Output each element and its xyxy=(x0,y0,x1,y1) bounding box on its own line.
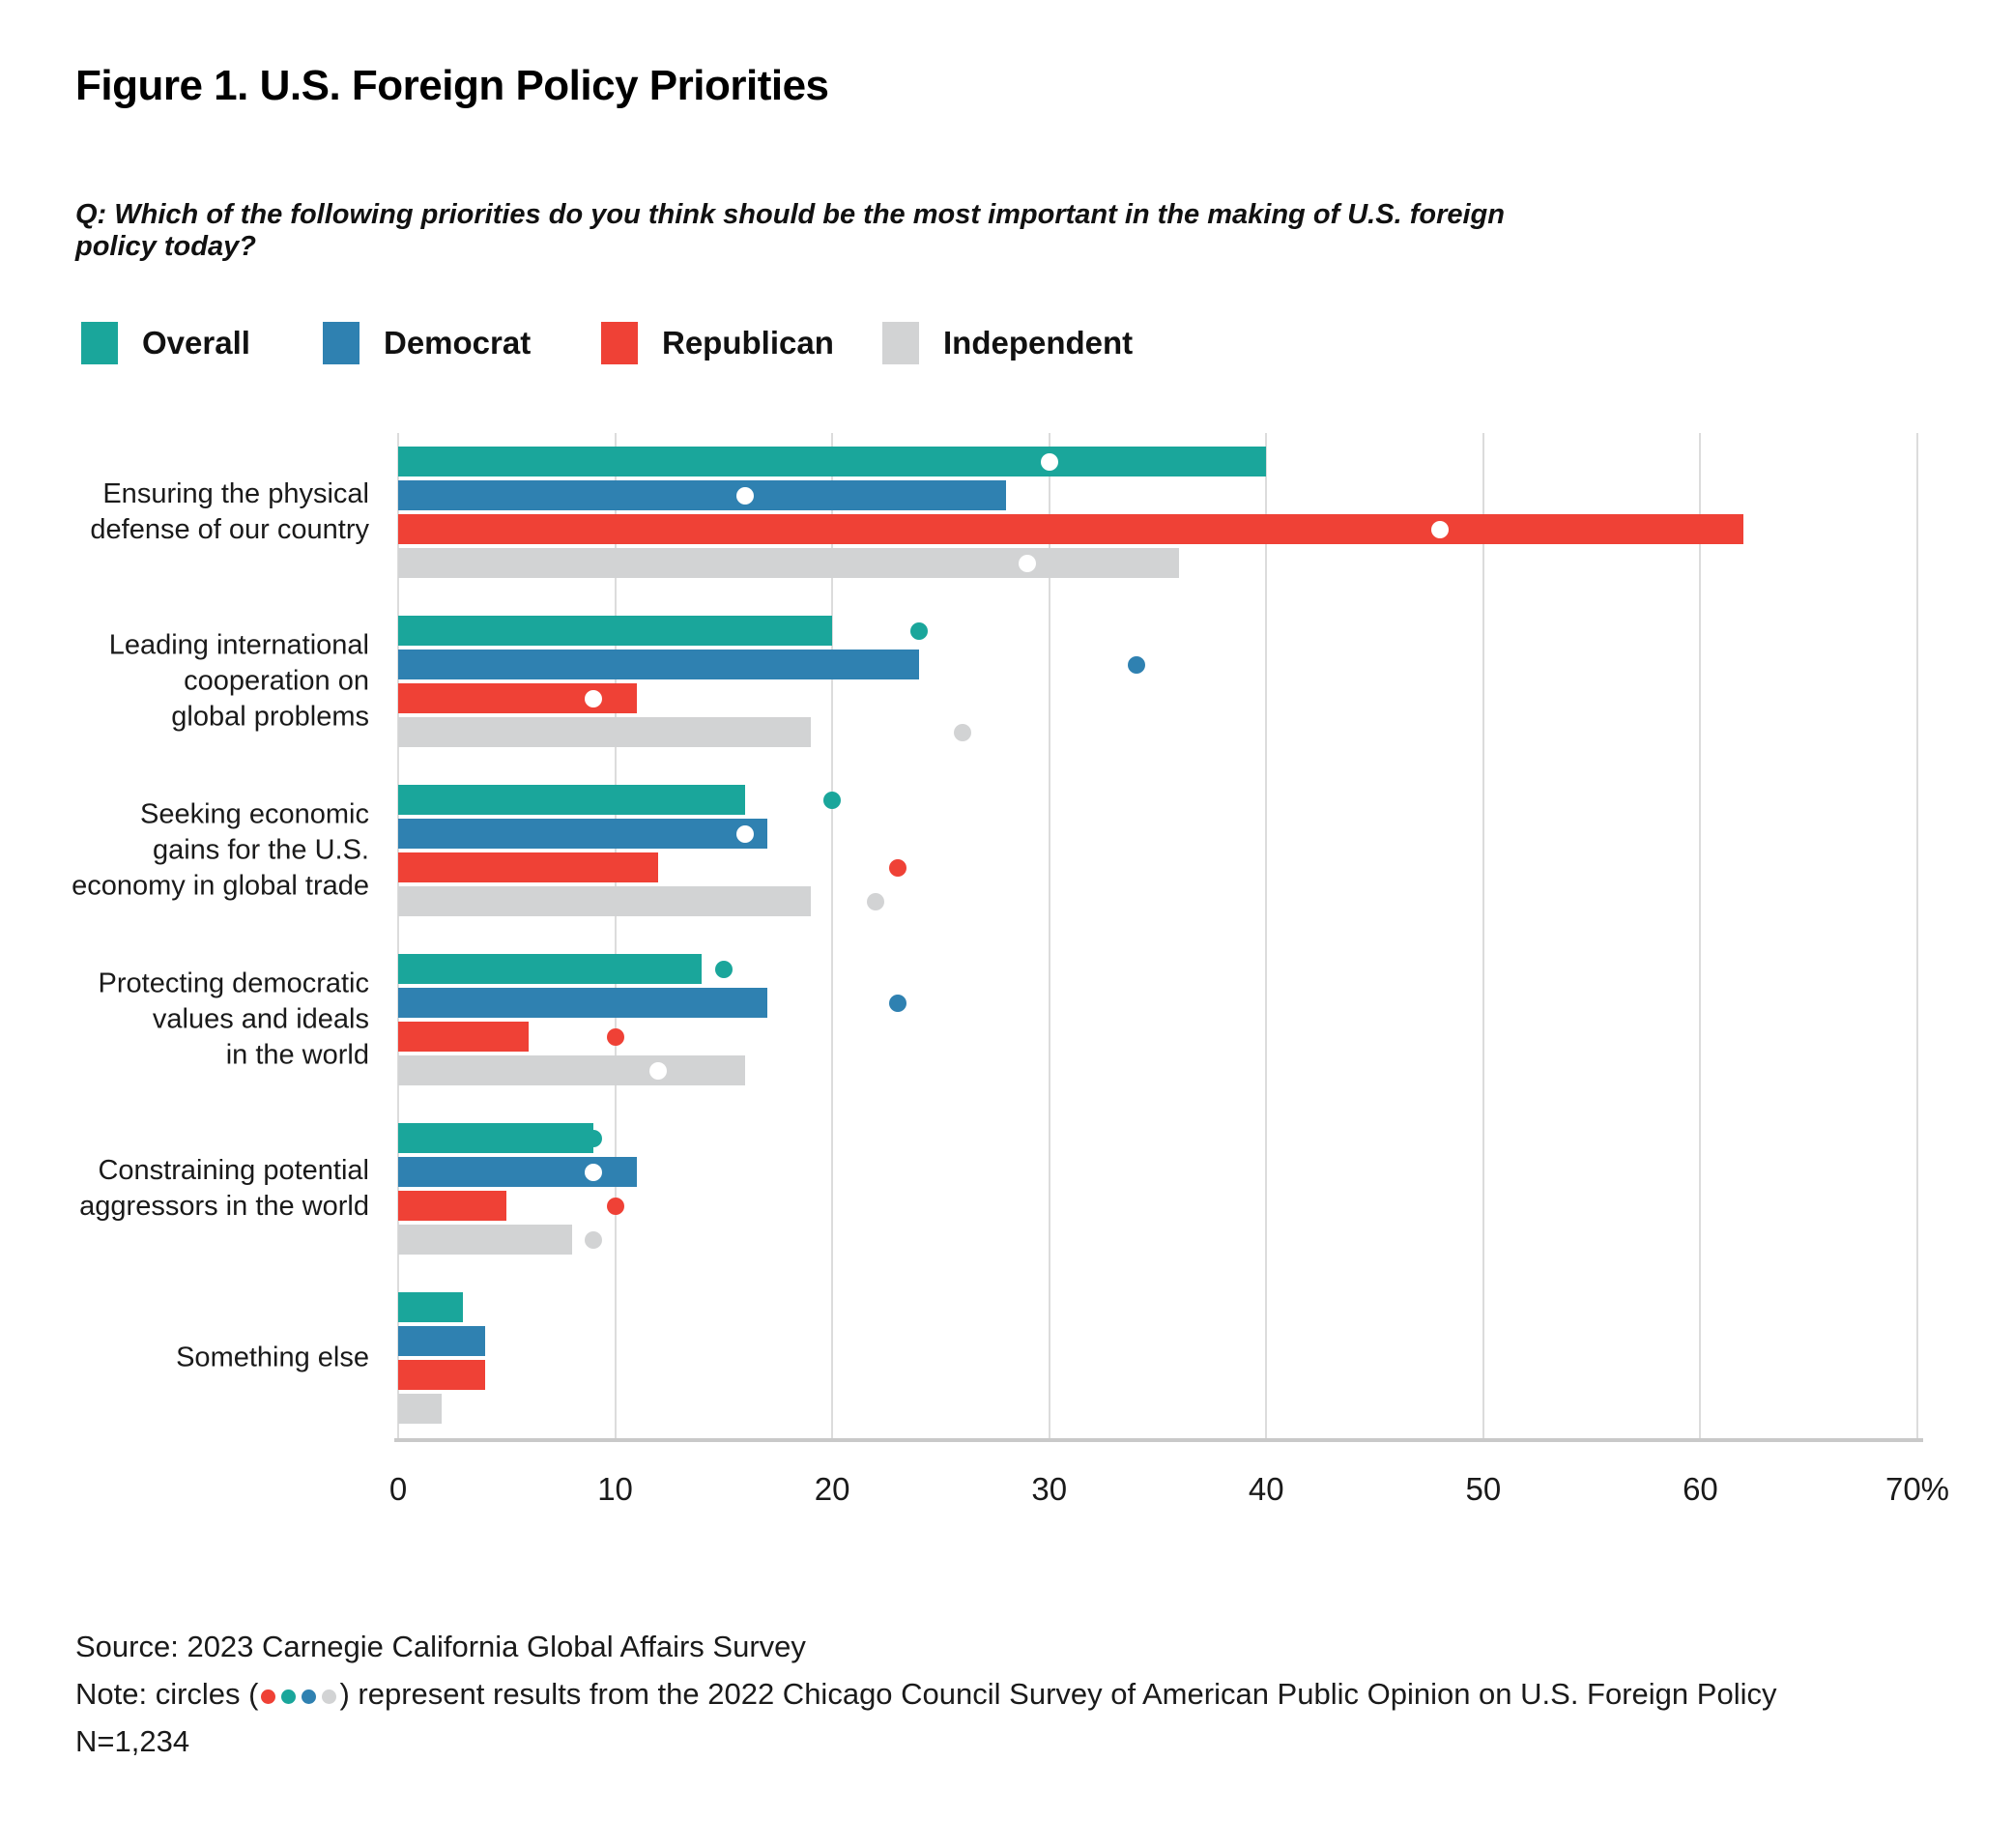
category-label: Constraining potential aggressors in the… xyxy=(79,1155,369,1222)
gridline xyxy=(831,433,834,1438)
bar-republican xyxy=(398,852,659,882)
legend-swatch-icon xyxy=(882,322,919,364)
tick-label: 10 xyxy=(597,1471,633,1507)
legend-item-overall: Overall xyxy=(81,322,250,364)
survey-2022-dot xyxy=(953,723,971,741)
bar-independent xyxy=(398,717,811,747)
legend-label: Independent xyxy=(943,325,1134,361)
gridline xyxy=(1482,433,1484,1438)
survey-2022-dot xyxy=(585,1163,603,1181)
bar-independent xyxy=(398,886,811,916)
survey-2022-dot xyxy=(714,960,733,978)
note-dot-icon xyxy=(261,1689,276,1704)
bar-overall xyxy=(398,1123,594,1153)
tick-label: 60 xyxy=(1683,1471,1718,1507)
bar-republican xyxy=(398,514,1744,544)
gridline xyxy=(1048,433,1050,1438)
note-prefix: Note: circles ( xyxy=(75,1677,259,1711)
survey-2022-dot xyxy=(736,824,755,843)
note-color-dots xyxy=(258,1677,339,1711)
survey-2022-dot xyxy=(736,486,755,505)
bar-overall xyxy=(398,447,1267,476)
legend-swatch-icon xyxy=(323,322,360,364)
survey-2022-dot xyxy=(888,858,906,877)
bar-overall xyxy=(398,785,746,815)
survey-2022-dot xyxy=(585,689,603,707)
bar-independent xyxy=(398,1225,572,1255)
survey-2022-dot xyxy=(909,621,928,640)
survey-2022-dot xyxy=(585,1129,603,1147)
survey-2022-dot xyxy=(1127,655,1145,674)
bar-republican xyxy=(398,1360,485,1390)
legend-swatch-icon xyxy=(601,322,638,364)
survey-2022-dot xyxy=(649,1061,668,1080)
bar-independent xyxy=(398,548,1180,578)
bar-democrat xyxy=(398,650,919,679)
bar-republican xyxy=(398,1191,507,1221)
gridline xyxy=(397,433,399,1438)
bar-overall xyxy=(398,1292,464,1322)
sample-size: N=1,234 xyxy=(75,1724,190,1758)
tick-label: 40 xyxy=(1248,1471,1284,1507)
bar-democrat xyxy=(398,1326,485,1356)
category-label: Leading international cooperation on glo… xyxy=(108,629,369,733)
survey-2022-dot xyxy=(888,994,906,1012)
source-note: Source: 2023 Carnegie California Global … xyxy=(75,1630,806,1663)
gridline xyxy=(1265,433,1268,1438)
survey-question: Q: Which of the following priorities do … xyxy=(75,199,1505,262)
legend-item-independent: Independent xyxy=(882,322,1133,364)
note-dot-icon xyxy=(302,1689,317,1704)
x-axis-line xyxy=(394,1438,1923,1442)
bar-democrat xyxy=(398,988,767,1018)
legend-item-republican: Republican xyxy=(601,322,834,364)
bar-democrat xyxy=(398,819,767,849)
bar-independent xyxy=(398,1394,442,1424)
bar-independent xyxy=(398,1055,746,1085)
tick-label: 20 xyxy=(814,1471,850,1507)
gridline xyxy=(614,433,617,1438)
survey-2022-dot xyxy=(1019,554,1037,572)
survey-2022-dot xyxy=(1430,520,1449,538)
legend-swatch-icon xyxy=(81,322,118,364)
gridline xyxy=(1916,433,1918,1438)
category-label: Protecting democratic values and ideals … xyxy=(98,967,369,1071)
bar-democrat xyxy=(398,480,1006,510)
survey-2022-dot xyxy=(606,1027,624,1046)
note-dot-icon xyxy=(322,1689,337,1704)
bar-overall xyxy=(398,616,833,646)
category-label: Seeking economic gains for the U.S. econ… xyxy=(72,798,369,902)
methodology-note: Note: circles ( ) represent results from … xyxy=(75,1677,1776,1712)
survey-2022-dot xyxy=(606,1197,624,1215)
tick-label: 70% xyxy=(1885,1471,1950,1507)
tick-label: 30 xyxy=(1031,1471,1068,1507)
survey-2022-dot xyxy=(1040,452,1058,471)
bar-overall xyxy=(398,954,703,984)
legend-label: Republican xyxy=(662,325,834,361)
survey-2022-dot xyxy=(585,1230,603,1249)
legend-label: Democrat xyxy=(384,325,532,361)
note-dot-icon xyxy=(281,1689,297,1704)
page-title: Figure 1. U.S. Foreign Policy Priorities xyxy=(75,62,829,109)
note-suffix: ) represent results from the 2022 Chicag… xyxy=(339,1677,1777,1711)
legend-label: Overall xyxy=(142,325,250,361)
tick-label: 0 xyxy=(388,1471,408,1507)
bar-republican xyxy=(398,1022,529,1052)
category-label: Something else xyxy=(176,1342,369,1373)
survey-2022-dot xyxy=(867,892,885,910)
survey-2022-dot xyxy=(823,791,842,809)
tick-label: 50 xyxy=(1465,1471,1502,1507)
gridline xyxy=(1699,433,1702,1438)
category-label: Ensuring the physical defense of our cou… xyxy=(90,478,369,545)
legend-item-democrat: Democrat xyxy=(323,322,531,364)
legend: Overall Democrat Republican Independent xyxy=(0,322,2014,366)
